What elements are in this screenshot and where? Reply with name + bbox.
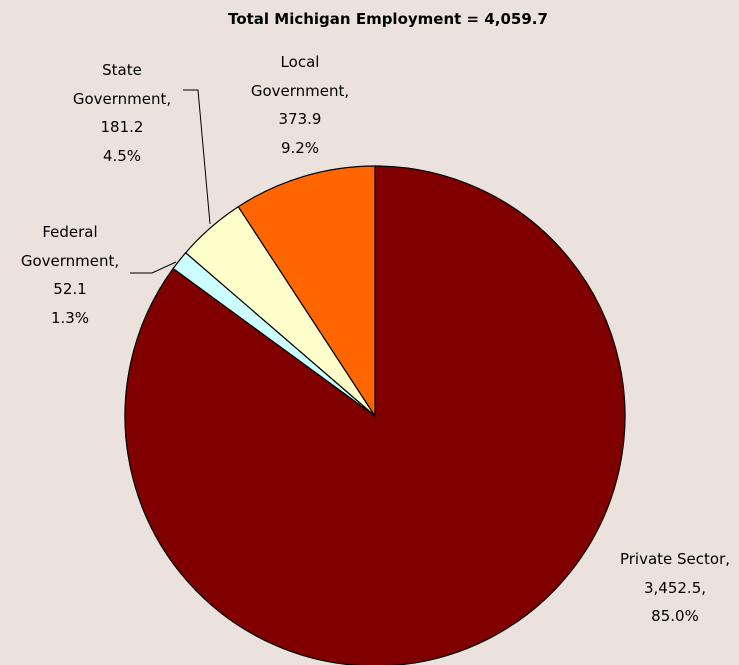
pie-slice [237,165,376,419]
slice-category: Federal Government, [20,223,120,270]
slice-label: Private Sector, 3,452.5, 85.0% [595,545,739,631]
slice-label: Federal Government, 52.1 1.3% [10,218,130,332]
slice-percent: 4.5% [102,146,142,165]
slice-percent: 85.0% [651,607,699,625]
leader-line [130,261,177,274]
slice-value: 181.2 [100,118,144,136]
slice-label: Local Government, 373.9 9.2% [240,48,360,162]
leader-line [183,89,211,225]
slice-percent: 1.3% [50,308,90,327]
chart-title: Total Michigan Employment = 4,059.7 [228,10,548,28]
slice-category: Private Sector, [619,550,731,568]
slice-percent: 9.2% [280,138,320,157]
slice-category: Local Government, [250,53,350,100]
slice-category: State Government, [72,61,172,108]
slice-value: 52.1 [53,280,87,298]
slice-label: State Government, 181.2 4.5% [62,56,182,170]
slice-value: 3,452.5, [643,578,707,597]
slice-value: 373.9 [278,110,322,128]
